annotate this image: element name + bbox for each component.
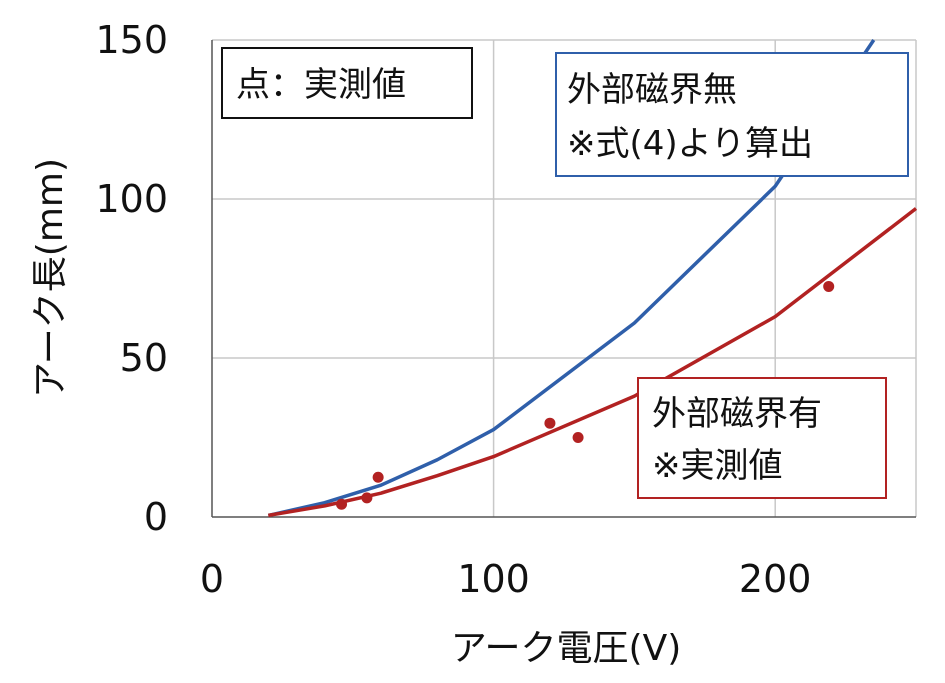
y-tick-label: 50 — [120, 336, 168, 380]
points-legend-text: 点：実測値 — [236, 65, 406, 105]
y-tick-label: 100 — [95, 177, 168, 221]
data-point — [572, 432, 584, 443]
data-point — [372, 471, 384, 483]
points-legend-box: 点：実測値 — [221, 47, 473, 119]
red-annotation-line2: ※実測値 — [652, 446, 783, 486]
series-line-1 — [268, 207, 918, 518]
axes — [211, 40, 916, 518]
x-tick-label: 200 — [739, 557, 812, 601]
y-tick-label: 0 — [144, 495, 168, 539]
red-annotation-box: 外部磁界有 ※実測値 — [637, 377, 887, 499]
data-point — [361, 492, 373, 504]
blue-annotation-box: 外部磁界無 ※式(4)より算出 — [555, 52, 909, 177]
series-layer — [267, 39, 918, 518]
data-point — [544, 417, 556, 429]
x-tick-labels: 0 100 200 — [200, 557, 812, 601]
x-tick-label: 0 — [200, 557, 224, 601]
y-axis-label: アーク長(mm) — [30, 158, 71, 398]
x-axis-label: アーク電圧(V) — [451, 628, 682, 669]
y-tick-label: 150 — [95, 18, 168, 62]
series-line-0 — [267, 39, 876, 518]
blue-annotation-line2: ※式(4)より算出 — [567, 124, 813, 164]
red-annotation-line1: 外部磁界有 — [652, 394, 822, 434]
y-tick-labels: 0 50 100 150 — [95, 18, 168, 539]
data-point — [336, 498, 348, 510]
x-tick-label: 100 — [457, 557, 530, 601]
data-point — [823, 280, 835, 292]
blue-annotation-line1: 外部磁界無 — [567, 70, 737, 110]
